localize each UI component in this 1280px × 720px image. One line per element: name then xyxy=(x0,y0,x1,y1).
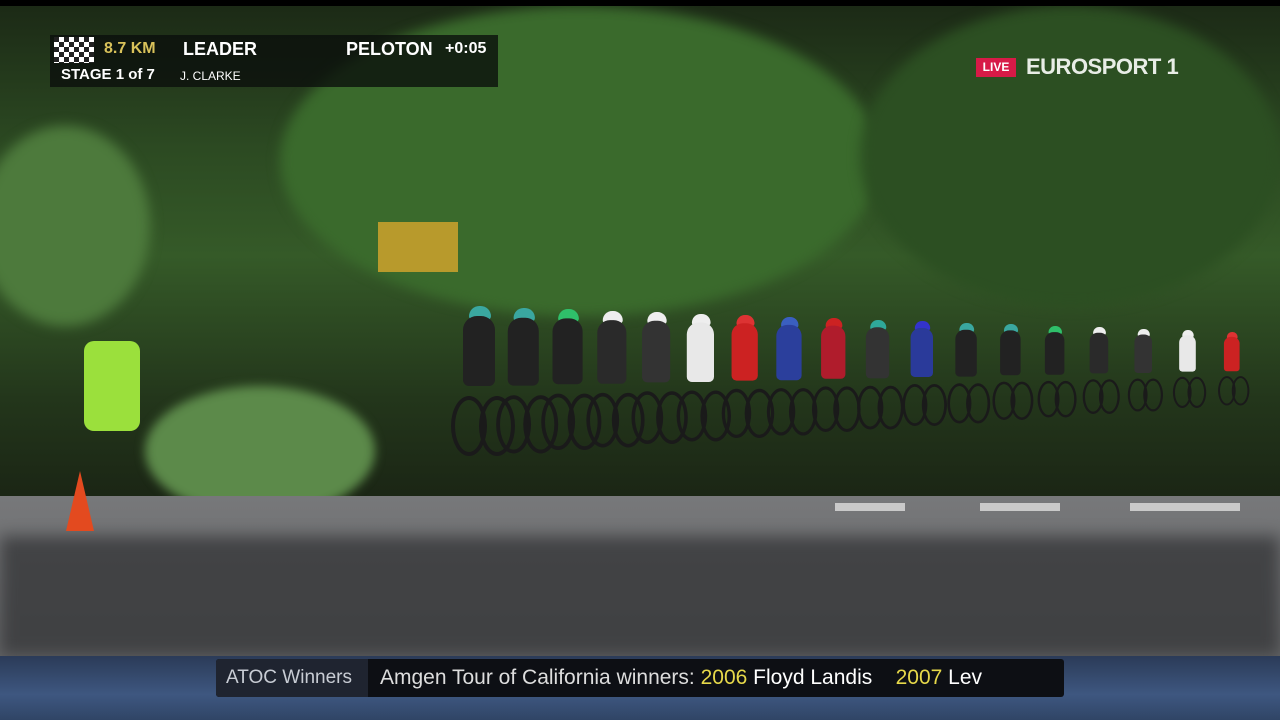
cyclist xyxy=(1172,330,1207,408)
news-ticker: ATOC Winners Amgen Tour of California wi… xyxy=(216,659,1064,697)
ticker-label: ATOC Winners xyxy=(216,659,368,697)
cyclist xyxy=(1082,327,1120,414)
cyclist xyxy=(902,321,947,426)
traffic-cone xyxy=(66,471,94,531)
tree xyxy=(860,6,1280,306)
race-marshal xyxy=(84,341,140,431)
leader-label: LEADER xyxy=(183,39,258,59)
cyclist xyxy=(766,316,818,435)
ticker-text: Amgen Tour of California winners: 2006 F… xyxy=(380,659,982,697)
street-sign xyxy=(378,222,458,272)
ticker-intro: Amgen Tour of California winners: xyxy=(380,666,695,689)
cyclist xyxy=(721,315,775,438)
race-scoreboard xyxy=(50,35,498,87)
peloton-label: PELOTON xyxy=(346,39,433,59)
cyclist xyxy=(1037,325,1077,417)
eurosport-logo: EUROSPORT 1 xyxy=(1026,54,1179,79)
bush xyxy=(145,386,375,516)
winner-year: 2006 xyxy=(700,666,748,689)
winner-name: Lev xyxy=(948,666,983,689)
cyclist xyxy=(1218,331,1250,405)
cyclist xyxy=(676,313,731,441)
cyclist xyxy=(586,310,645,447)
checkered-flag-icon xyxy=(54,37,94,63)
road-marking xyxy=(980,503,1060,511)
winner-name: Floyd Landis xyxy=(753,666,873,689)
live-badge: LIVE xyxy=(976,58,1016,77)
distance-remaining: 8.7 KM xyxy=(104,40,156,57)
cyclist xyxy=(451,306,515,456)
cyclist xyxy=(496,307,559,453)
tree-shadow xyxy=(0,536,1280,656)
winner-year: 2007 xyxy=(895,666,943,689)
cyclist xyxy=(631,312,688,444)
leader-name: J. CLARKE xyxy=(180,69,241,83)
road-marking xyxy=(1130,503,1240,511)
race-video-frame xyxy=(0,6,1280,720)
cyclist xyxy=(947,322,991,423)
cyclist xyxy=(992,324,1034,420)
road-marking xyxy=(835,503,905,511)
time-gap: +0:05 xyxy=(445,40,487,57)
tree xyxy=(0,126,150,326)
cyclist xyxy=(541,309,602,450)
cyclist xyxy=(1127,328,1163,411)
cyclist xyxy=(857,319,904,429)
cyclist xyxy=(811,318,861,432)
stage-label: STAGE 1 of 7 xyxy=(61,66,155,83)
